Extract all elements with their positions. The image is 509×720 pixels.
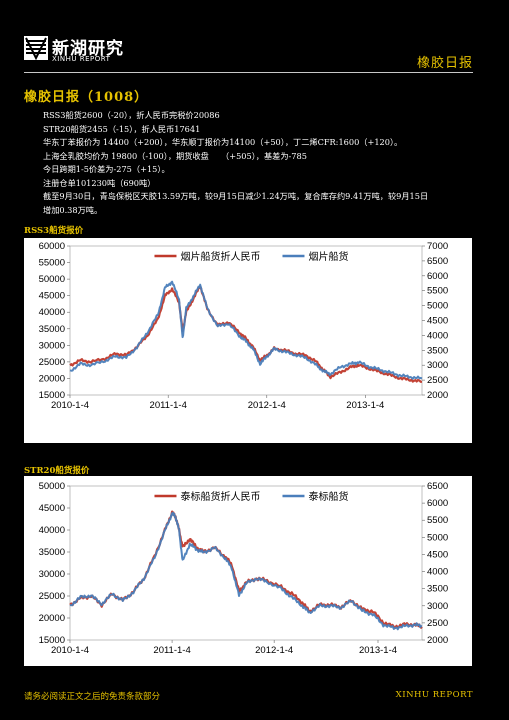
left-tick-label: 15000 [39, 635, 65, 646]
chart1-label: RSS3船货报价 [24, 226, 84, 236]
left-tick-label: 45000 [39, 291, 65, 302]
summary-line: 上海全乳胶均价为 19800（-100），期货收盘 （+505），基差为-785 [43, 150, 307, 161]
right-tick-label: 5500 [427, 286, 448, 297]
left-tick-label: 50000 [39, 481, 65, 492]
x-tick-label: 2011-1-4 [150, 400, 187, 411]
right-tick-label: 2000 [427, 390, 448, 401]
logo-text-en: XINHU REPORT [52, 55, 111, 63]
footer-brand: XINHU REPORT [395, 690, 473, 700]
logo: 新湖研究 XINHU REPORT [24, 34, 128, 66]
left-tick-label: 30000 [39, 340, 65, 351]
left-tick-label: 20000 [39, 613, 65, 624]
series-line-2 [69, 280, 423, 380]
right-tick-label: 2500 [427, 618, 448, 629]
summary-line: 增加0.38万吨。 [43, 204, 103, 215]
summary-line: 今日跨期1-5价差为-275（+15）。 [43, 164, 170, 174]
left-tick-label: 50000 [39, 274, 65, 285]
right-tick-label: 5000 [427, 301, 448, 312]
right-tick-label: 2000 [427, 635, 448, 646]
left-tick-label: 35000 [39, 547, 65, 558]
left-tick-label: 25000 [39, 591, 65, 602]
right-tick-label: 4000 [427, 330, 448, 341]
summary-line: 截至9月30日，青岛保税区天胶13.59万吨，较9月15日减少1.24万吨，复合… [43, 191, 429, 201]
x-tick-label: 2010-1-4 [51, 645, 89, 656]
x-tick-label: 2010-1-4 [51, 400, 89, 411]
left-tick-label: 55000 [39, 258, 65, 269]
right-tick-label: 6500 [427, 481, 448, 492]
left-tick-label: 45000 [39, 503, 65, 514]
chart2-container: 50000 45000 40000 35000 30000 25000 20000 15000… [24, 476, 472, 666]
series-line-1 [69, 510, 423, 629]
header-divider [24, 72, 473, 73]
right-tick-label: 3000 [427, 360, 448, 371]
right-tick-label: 4000 [427, 567, 448, 578]
plot-area [69, 245, 423, 396]
right-tick-label: 5000 [427, 532, 448, 543]
x-tick-label: 2013-1-4 [346, 400, 384, 411]
right-tick-label: 3000 [427, 601, 448, 612]
market-summary: RSS3船货2600（-20），折人民币完税价20086 STR20船货2455… [42, 109, 462, 217]
x-tick-label: 2011-1-4 [153, 645, 190, 656]
summary-line: STR20船货2455（-15），折人民币17641 [43, 123, 201, 134]
legend-label: 烟片船货折人民币 [180, 250, 260, 263]
x-tick-label: 2013-1-4 [359, 645, 397, 656]
right-tick-label: 6500 [427, 256, 448, 267]
legend-label: 泰标船货 [308, 490, 348, 503]
report-header-title: 橡胶日报 [416, 56, 473, 71]
chart2-svg: 50000 45000 40000 35000 30000 25000 20000 15000… [39, 481, 449, 656]
chart2-label: STR20船货报价 [24, 466, 90, 476]
right-tick-label: 2500 [427, 375, 448, 386]
section-title: 橡胶日报（1008） [24, 90, 149, 105]
x-tick-label: 2012-1-4 [255, 645, 293, 656]
plot-area [69, 485, 423, 641]
left-tick-label: 60000 [39, 241, 65, 252]
summary-line: 华东丁苯报价为 14400（+200），华东顺丁报价为14100（+50），丁二… [43, 137, 403, 147]
right-tick-label: 7000 [427, 241, 448, 252]
right-tick-label: 6000 [427, 498, 448, 509]
legend-label: 泰标船货折人民币 [180, 490, 260, 503]
chart1-svg: 60000 55000 50000 45000 40000 35000 30000 25000… [39, 241, 449, 411]
logo-mark-icon [24, 36, 48, 60]
left-tick-label: 25000 [39, 357, 65, 368]
logo-text-cn: 新湖研究 [52, 39, 124, 59]
right-tick-label: 3500 [427, 345, 448, 356]
left-tick-label: 15000 [39, 390, 65, 401]
legend-label: 烟片船货 [308, 250, 348, 263]
right-tick-label: 4500 [427, 316, 448, 327]
series-line-2 [69, 511, 423, 631]
right-tick-label: 3500 [427, 584, 448, 595]
footer-disclaimer: 请务必阅读正文之后的免责条款部分 [24, 692, 161, 702]
left-tick-label: 40000 [39, 307, 65, 318]
left-tick-label: 20000 [39, 373, 65, 384]
right-tick-label: 6000 [427, 271, 448, 282]
summary-line: RSS3船货2600（-20），折人民币完税价20086 [43, 110, 220, 120]
right-tick-label: 4500 [427, 549, 448, 560]
x-tick-label: 2012-1-4 [248, 400, 286, 411]
left-tick-label: 40000 [39, 525, 65, 536]
left-tick-label: 35000 [39, 324, 65, 335]
left-tick-label: 30000 [39, 569, 65, 580]
summary-line: 注册仓单101230吨（690吨） [43, 177, 156, 188]
chart1-container: 60000 55000 50000 45000 40000 35000 30000 25000… [24, 238, 472, 443]
right-tick-label: 5500 [427, 515, 448, 526]
